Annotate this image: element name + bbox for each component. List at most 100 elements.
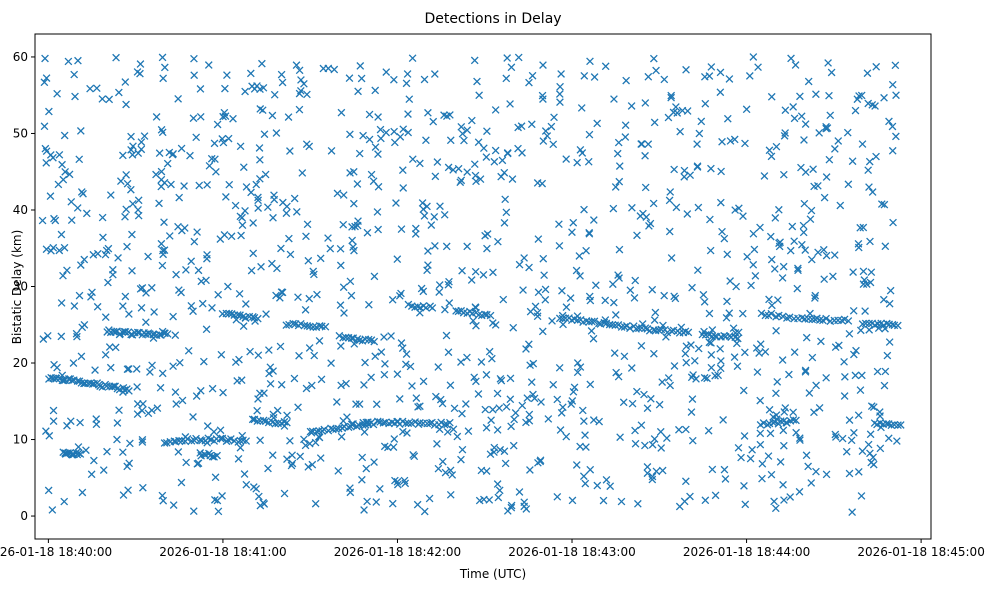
data-point	[867, 458, 876, 467]
data-point	[208, 384, 217, 393]
data-point	[357, 74, 366, 83]
data-point	[51, 216, 60, 225]
data-point	[242, 480, 251, 489]
track-point	[651, 326, 660, 335]
data-point	[538, 327, 547, 336]
data-point	[266, 379, 275, 388]
data-point	[336, 244, 345, 253]
data-point	[885, 299, 894, 308]
data-point	[582, 443, 590, 451]
data-point	[707, 363, 716, 372]
data-point	[264, 346, 273, 354]
data-point	[38, 216, 47, 225]
data-point	[495, 486, 504, 495]
data-point	[210, 139, 219, 148]
data-point	[800, 136, 808, 144]
data-point	[168, 150, 177, 159]
data-point	[814, 248, 822, 257]
data-point	[301, 441, 310, 450]
data-point	[363, 497, 371, 506]
data-point	[503, 54, 512, 62]
data-point	[42, 147, 51, 156]
data-point	[631, 276, 640, 285]
data-point	[633, 499, 642, 508]
data-point	[138, 438, 147, 446]
data-point	[404, 110, 412, 118]
data-point	[158, 128, 167, 137]
data-point	[580, 71, 589, 80]
data-point	[706, 246, 715, 255]
data-point	[651, 308, 660, 317]
data-point	[615, 274, 623, 282]
data-point	[175, 358, 184, 367]
data-point	[418, 199, 427, 207]
data-point	[539, 95, 547, 103]
data-point	[681, 477, 690, 486]
data-point	[42, 74, 51, 82]
data-point	[355, 400, 364, 408]
data-point	[190, 54, 198, 63]
data-point	[456, 178, 465, 187]
data-point	[362, 464, 371, 473]
data-point	[667, 91, 676, 100]
data-point	[764, 452, 773, 460]
data-point	[591, 281, 600, 290]
data-point	[475, 496, 484, 505]
data-point	[43, 331, 52, 340]
data-point	[60, 131, 69, 140]
data-point	[219, 388, 227, 397]
data-point	[397, 339, 406, 347]
data-point	[76, 127, 85, 135]
data-point	[801, 367, 810, 376]
data-point	[186, 151, 194, 160]
data-point	[669, 108, 678, 117]
data-point	[756, 340, 765, 349]
data-point	[765, 295, 773, 304]
data-point	[676, 127, 684, 136]
data-point	[316, 254, 325, 263]
data-point	[156, 383, 165, 392]
data-point	[525, 78, 533, 87]
data-point	[353, 180, 362, 188]
data-point	[256, 85, 264, 94]
data-point	[528, 71, 537, 80]
track-point	[163, 330, 172, 338]
data-point	[225, 180, 234, 189]
data-point	[495, 404, 504, 412]
x-tick-label: 2026-01-18 18:44:00	[683, 545, 810, 559]
data-point	[767, 152, 776, 161]
data-point	[334, 467, 343, 475]
data-point	[189, 114, 198, 123]
data-point	[294, 403, 302, 412]
data-point	[438, 457, 447, 466]
data-point	[124, 365, 133, 373]
data-point	[670, 362, 679, 370]
data-point	[755, 349, 763, 357]
data-point	[706, 215, 714, 224]
data-point	[502, 402, 511, 411]
data-point	[445, 277, 453, 286]
data-point	[458, 445, 467, 454]
data-point	[881, 367, 890, 376]
data-point	[795, 434, 804, 442]
data-point	[74, 443, 83, 451]
data-point	[169, 501, 178, 509]
data-point	[49, 417, 58, 426]
data-point	[125, 310, 133, 318]
data-point	[766, 232, 775, 241]
data-point	[106, 363, 115, 372]
data-point	[539, 137, 548, 145]
data-point	[643, 404, 652, 413]
data-point	[780, 131, 789, 140]
data-point	[609, 204, 618, 213]
data-point	[55, 246, 64, 255]
data-point	[628, 203, 636, 212]
data-point	[337, 381, 345, 390]
data-point	[867, 268, 876, 277]
track-point	[239, 312, 247, 321]
data-point	[502, 208, 511, 217]
data-point	[389, 75, 398, 84]
track-point	[373, 417, 382, 426]
data-point	[808, 353, 817, 362]
data-point	[643, 463, 652, 471]
